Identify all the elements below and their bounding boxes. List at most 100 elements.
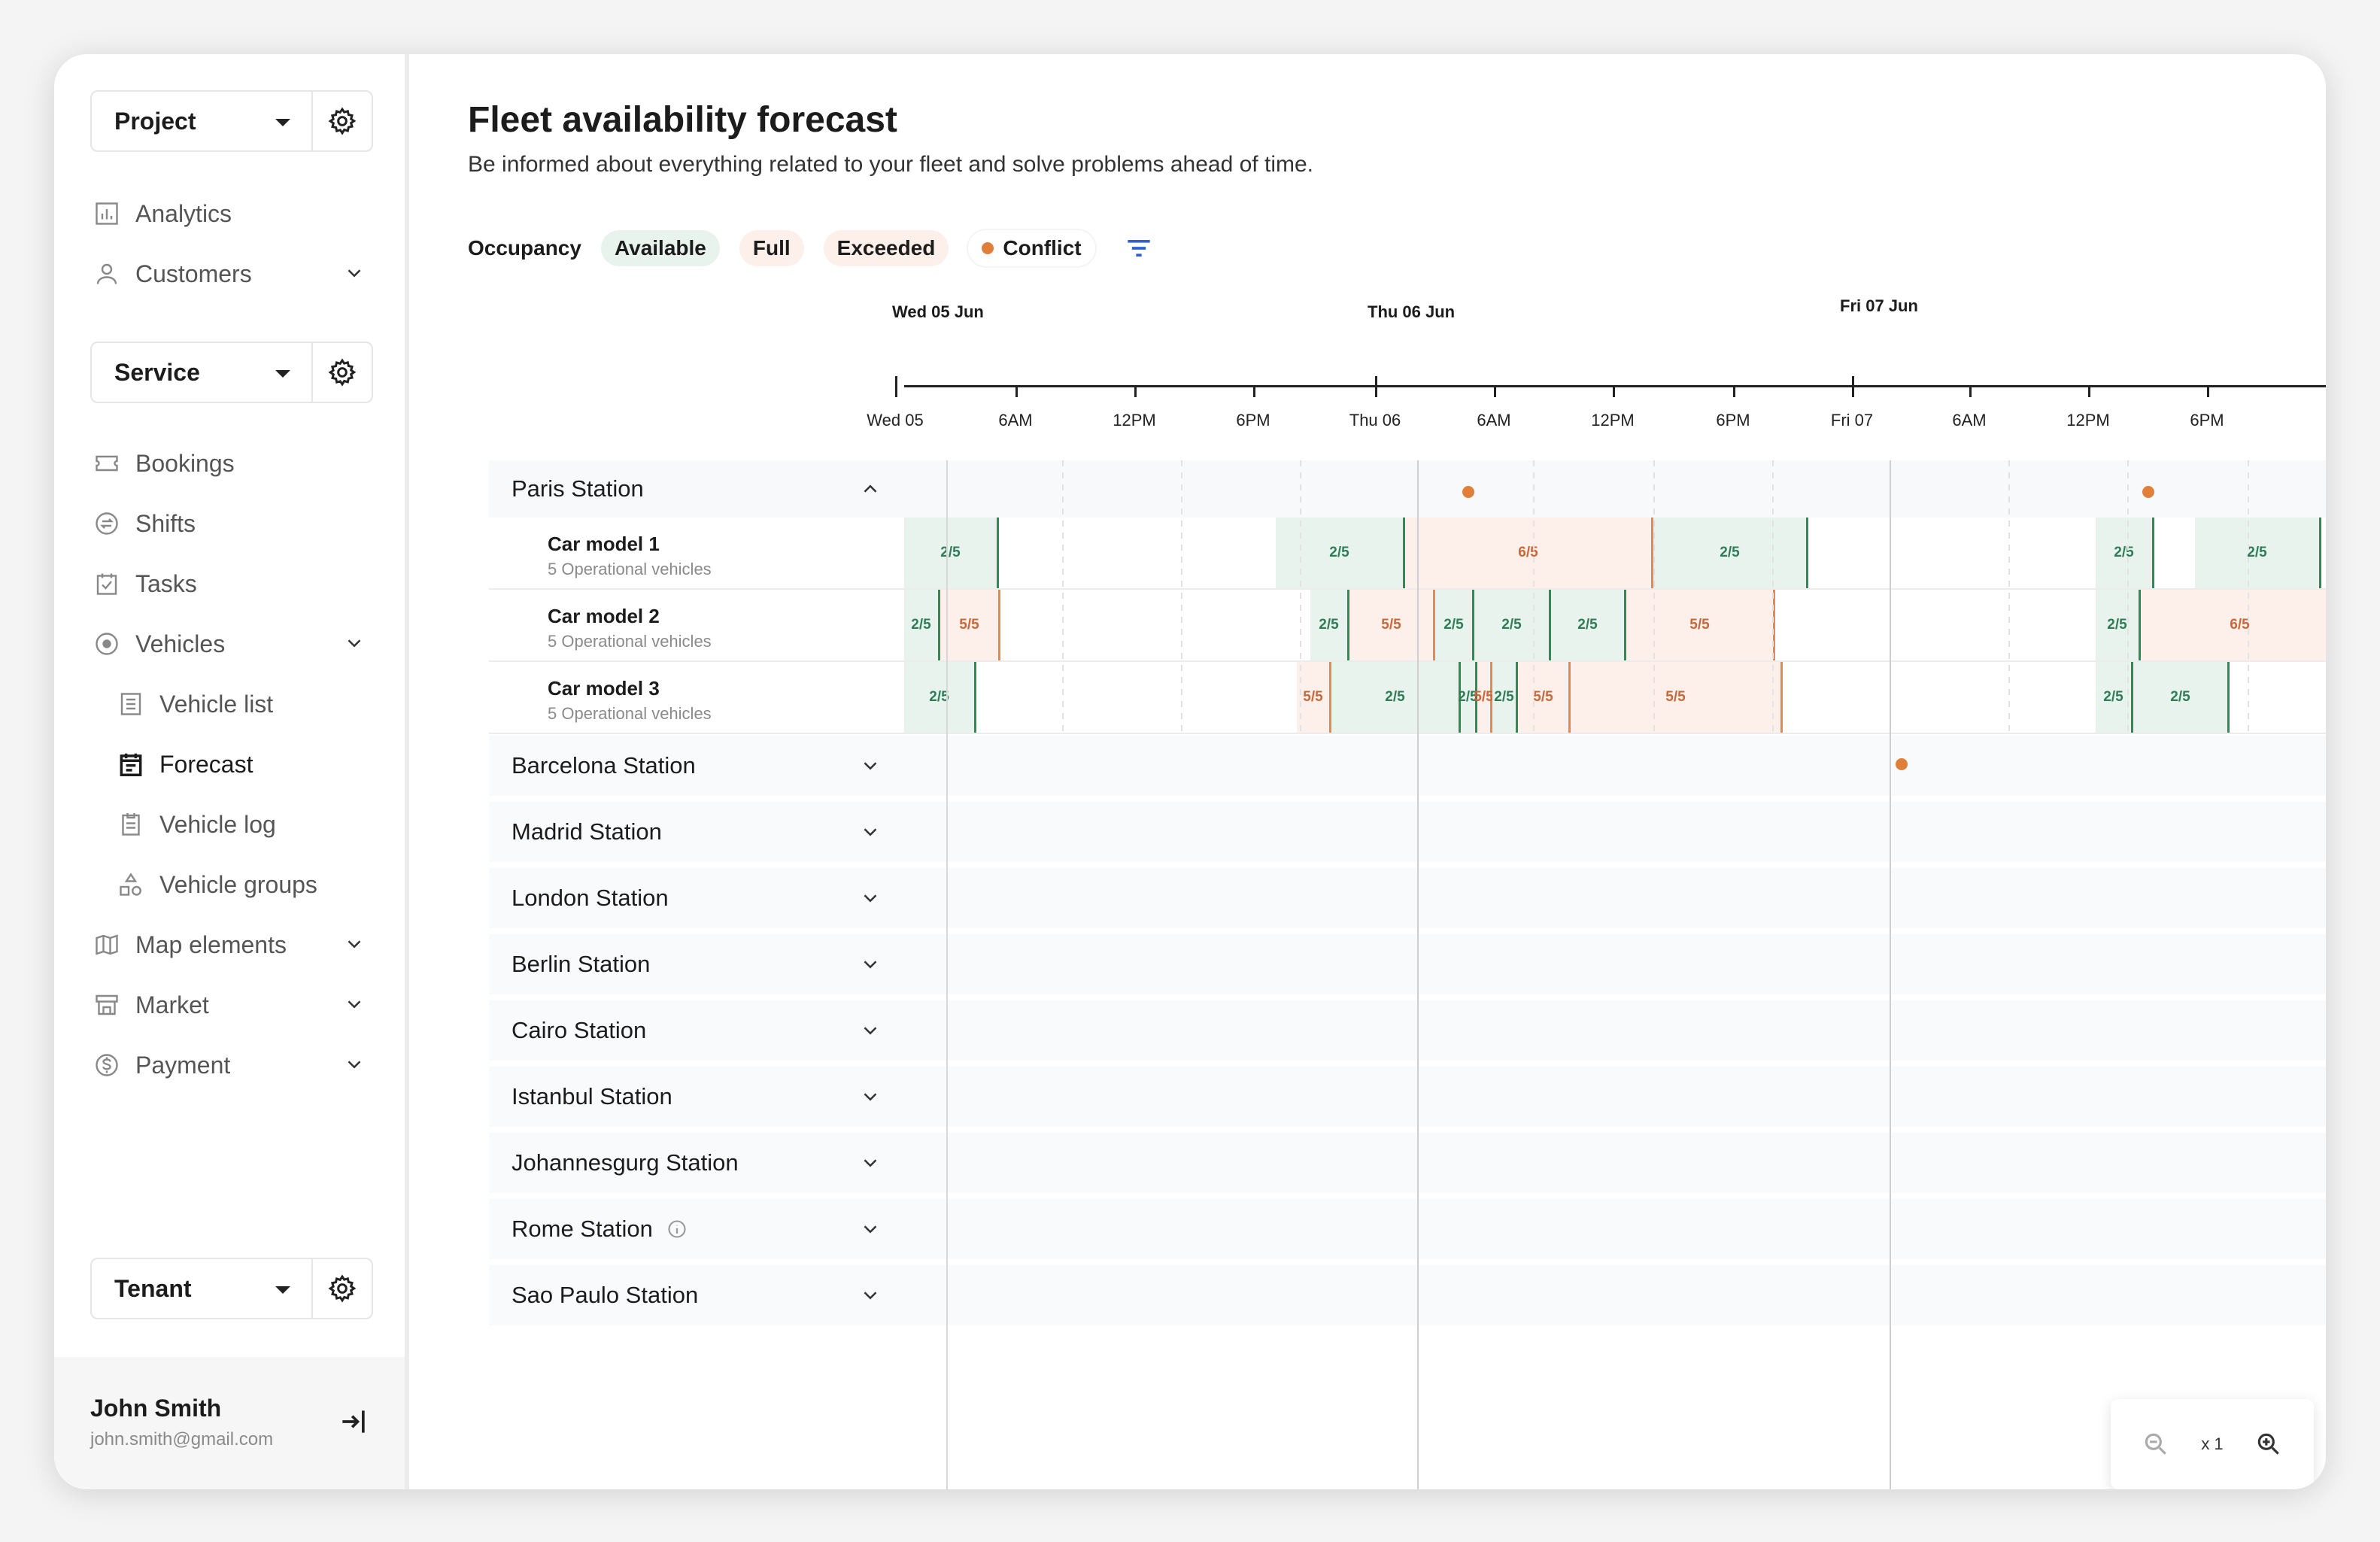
zoom-out-icon[interactable] xyxy=(2142,1430,2170,1459)
legend-available-chip[interactable]: Available xyxy=(600,230,720,266)
station-row-bg xyxy=(489,1000,2326,1061)
occupancy-segment[interactable]: 5/5 xyxy=(1518,662,1571,733)
occupancy-segment[interactable]: 5/5 xyxy=(1474,662,1494,733)
sidebar-item-customers[interactable]: Customers xyxy=(90,251,373,296)
station-row[interactable]: Berlin Station xyxy=(489,934,909,994)
day-label: Wed 05 Jun xyxy=(892,302,984,321)
sidebar-item-map-elements[interactable]: Map elements xyxy=(90,922,373,967)
tenant-dropdown[interactable]: Tenant xyxy=(92,1259,311,1318)
row-divider xyxy=(489,733,2326,734)
zoom-in-icon[interactable] xyxy=(2254,1430,2283,1459)
chevron-down-icon[interactable] xyxy=(859,953,882,976)
station-row[interactable]: Sao Paulo Station xyxy=(489,1265,909,1325)
chevron-down-icon[interactable] xyxy=(859,821,882,843)
occupancy-segment[interactable]: 2/5 xyxy=(2133,662,2230,733)
occupancy-segment[interactable]: 2/5 xyxy=(2195,518,2321,588)
sidebar-item-vehicle-groups[interactable]: Vehicle groups xyxy=(114,862,373,907)
sidebar-item-vehicle-list[interactable]: Vehicle list xyxy=(114,681,373,727)
project-selector[interactable]: Project xyxy=(90,90,373,152)
legend-full-chip[interactable]: Full xyxy=(739,230,804,266)
chevron-down-icon[interactable] xyxy=(859,1218,882,1240)
station-row[interactable]: London Station xyxy=(489,868,909,928)
sidebar-item-payment[interactable]: Payment xyxy=(90,1043,373,1088)
station-row[interactable]: Barcelona Station xyxy=(489,736,909,796)
station-row[interactable]: Cairo Station xyxy=(489,1000,909,1061)
conflict-marker[interactable] xyxy=(1462,486,1474,498)
chevron-down-icon[interactable] xyxy=(859,1085,882,1108)
occupancy-segment[interactable]: 2/5 xyxy=(2096,590,2141,660)
sidebar: Project Analytics Customers xyxy=(54,54,409,1489)
occupancy-segment[interactable]: 2/5 xyxy=(1551,590,1626,660)
hour-tick xyxy=(1134,385,1137,397)
sidebar-item-label: Payment xyxy=(135,1051,231,1079)
chevron-down-icon[interactable] xyxy=(859,754,882,777)
occupancy-segment[interactable]: 5/5 xyxy=(1571,662,1783,733)
legend-conflict-chip[interactable]: Conflict xyxy=(968,230,1095,266)
chevron-down-icon[interactable] xyxy=(859,1152,882,1174)
sidebar-item-forecast[interactable]: Forecast xyxy=(114,742,373,787)
sidebar-item-label: Tasks xyxy=(135,569,197,597)
info-icon[interactable] xyxy=(666,1219,688,1240)
occupancy-segment[interactable]: 2/5 xyxy=(1310,590,1349,660)
station-row-paris[interactable]: Paris Station xyxy=(489,460,909,518)
occupancy-segment[interactable]: 2/5 xyxy=(904,590,940,660)
chevron-up-icon[interactable] xyxy=(859,478,882,500)
sidebar-item-shifts[interactable]: Shifts xyxy=(90,501,373,546)
service-selector[interactable]: Service xyxy=(90,341,373,403)
project-settings-button[interactable] xyxy=(311,92,372,150)
conflict-marker[interactable] xyxy=(2142,486,2154,498)
occupancy-segment[interactable]: 2/5 xyxy=(1435,590,1474,660)
occupancy-segment[interactable]: 2/5 xyxy=(1474,590,1551,660)
tenant-settings-button[interactable] xyxy=(311,1259,372,1318)
occupancy-segment[interactable]: 2/5 xyxy=(1492,662,1518,733)
occupancy-segment[interactable]: 2/5 xyxy=(2096,662,2133,733)
sidebar-item-market[interactable]: Market xyxy=(90,982,373,1027)
station-row[interactable]: Madrid Station xyxy=(489,802,909,862)
zoom-level: x 1 xyxy=(2201,1434,2224,1453)
car-model-sub: 5 Operational vehicles xyxy=(548,632,712,651)
chevron-down-icon xyxy=(348,269,361,278)
occupancy-segment[interactable]: 6/5 xyxy=(1405,518,1653,588)
occupancy-segment[interactable]: 2/5 xyxy=(904,518,999,588)
occupancy-segment[interactable]: 2/5 xyxy=(2096,518,2154,588)
zoom-control: x 1 xyxy=(2111,1399,2314,1489)
station-row[interactable]: Rome Station xyxy=(489,1199,909,1259)
occupancy-segment[interactable]: 2/5 xyxy=(1276,518,1405,588)
chevron-down-icon[interactable] xyxy=(859,887,882,909)
chevron-down-icon[interactable] xyxy=(859,1019,882,1042)
occupancy-segment[interactable]: 2/5 xyxy=(1653,518,1808,588)
occupancy-segment[interactable]: 5/5 xyxy=(1626,590,1775,660)
legend-exceeded-chip[interactable]: Exceeded xyxy=(823,230,949,266)
sidebar-item-vehicle-log[interactable]: Vehicle log xyxy=(114,802,373,847)
station-name: Istanbul Station xyxy=(512,1083,672,1109)
project-dropdown[interactable]: Project xyxy=(92,92,311,150)
service-settings-button[interactable] xyxy=(311,343,372,402)
logout-icon[interactable] xyxy=(337,1405,370,1438)
sidebar-item-bookings[interactable]: Bookings xyxy=(90,441,373,486)
hour-label: Fri 07 xyxy=(1830,411,1874,430)
occupancy-segment[interactable]: 5/5 xyxy=(940,590,1000,660)
filter-icon[interactable] xyxy=(1122,232,1155,265)
store-icon xyxy=(90,988,123,1021)
occupancy-segment[interactable]: 2/5 xyxy=(1331,662,1461,733)
station-row[interactable]: Istanbul Station xyxy=(489,1067,909,1127)
tenant-selector[interactable]: Tenant xyxy=(90,1258,373,1319)
occupancy-segment[interactable]: 6/5 xyxy=(2141,590,2326,660)
occupancy-segment[interactable]: 5/5 xyxy=(1349,590,1435,660)
sidebar-item-vehicles[interactable]: Vehicles xyxy=(90,621,373,666)
car-model-sub: 5 Operational vehicles xyxy=(548,704,712,723)
sidebar-item-analytics[interactable]: Analytics xyxy=(90,191,373,236)
day-line xyxy=(1417,460,1419,1489)
station-name: Berlin Station xyxy=(512,951,651,977)
station-row[interactable]: Johannesgurg Station xyxy=(489,1133,909,1193)
station-name: London Station xyxy=(512,885,669,911)
occupancy-segment[interactable]: 2/5 xyxy=(1458,662,1478,733)
occupancy-segment[interactable]: 2/5 xyxy=(904,662,976,733)
conflict-marker[interactable] xyxy=(1896,758,1908,770)
occupancy-segment[interactable]: 5/5 xyxy=(1297,662,1331,733)
sidebar-item-tasks[interactable]: Tasks xyxy=(90,561,373,606)
list-icon xyxy=(114,688,147,721)
service-dropdown[interactable]: Service xyxy=(92,343,311,402)
user-email: john.smith@gmail.com xyxy=(90,1429,274,1449)
chevron-down-icon[interactable] xyxy=(859,1284,882,1307)
